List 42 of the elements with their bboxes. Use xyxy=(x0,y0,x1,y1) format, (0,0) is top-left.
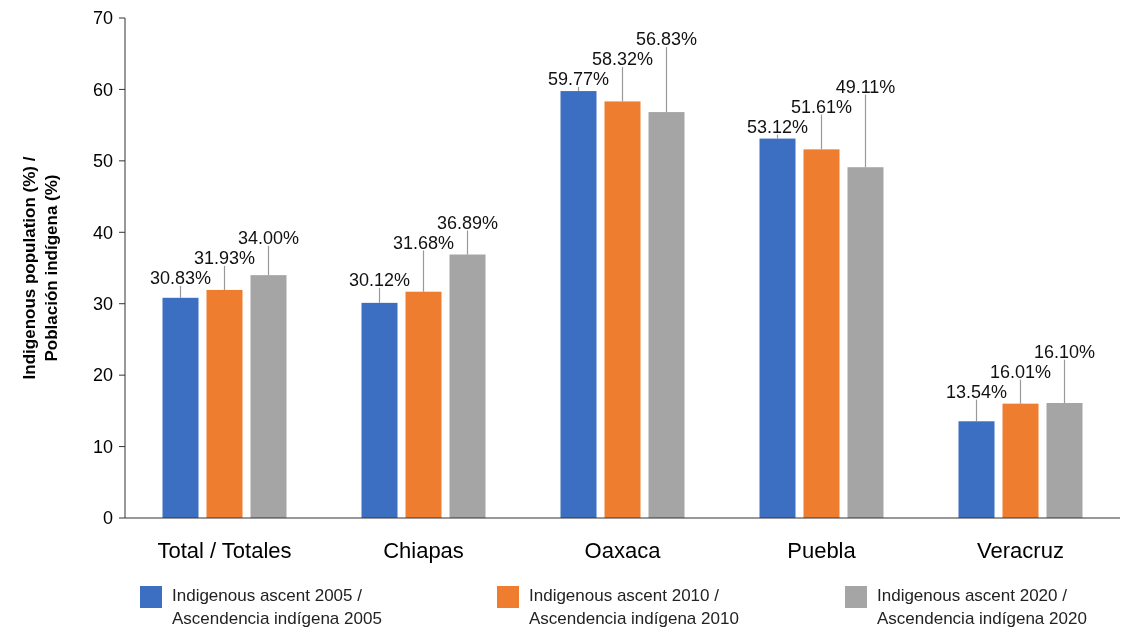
legend-label: Indigenous ascent 2010 / Ascendencia indígena 2010 xyxy=(529,586,739,628)
y-tick-label: 20 xyxy=(92,365,113,386)
bar xyxy=(803,149,840,518)
bar xyxy=(958,421,995,518)
y-tick-label: 40 xyxy=(92,222,113,243)
x-tick-label: Puebla xyxy=(787,538,857,563)
bar xyxy=(361,302,398,518)
data-label: 53.12% xyxy=(746,116,809,137)
data-label: 58.32% xyxy=(591,49,654,70)
data-label: 30.83% xyxy=(149,267,212,288)
data-label: 31.68% xyxy=(392,232,455,253)
legend-label: Indigenous ascent 2020 / Ascendencia indígena 2020 xyxy=(877,586,1087,628)
y-tick-label: 60 xyxy=(92,79,113,100)
data-label: 49.11% xyxy=(835,76,896,97)
data-label: 51.61% xyxy=(790,96,853,117)
data-label: 56.83% xyxy=(635,29,698,50)
y-tick-label: 30 xyxy=(92,294,113,315)
y-tick-label: 70 xyxy=(92,8,113,29)
bar xyxy=(604,101,641,518)
data-label: 16.01% xyxy=(989,361,1052,382)
bar xyxy=(405,291,442,518)
data-label: 30.12% xyxy=(348,269,411,290)
bar xyxy=(759,138,796,518)
y-tick-label: 50 xyxy=(92,151,113,172)
x-tick-label: Chiapas xyxy=(383,538,464,563)
data-label: 16.10% xyxy=(1033,341,1096,362)
x-tick-label: Veracruz xyxy=(977,538,1064,563)
x-tick-label: Total / Totales xyxy=(157,538,292,563)
y-axis-title: Indigenous population (%) / Población indígena (%) xyxy=(20,156,61,380)
x-tick-label: Oaxaca xyxy=(584,538,662,563)
data-label: 34.00% xyxy=(237,227,300,248)
y-tick-label: 10 xyxy=(92,436,113,457)
data-label: 13.54% xyxy=(945,381,1008,402)
bar xyxy=(206,289,243,518)
bar xyxy=(162,297,199,518)
data-label: 59.77% xyxy=(547,69,610,90)
data-label: 31.93% xyxy=(193,247,256,268)
bar xyxy=(560,91,597,518)
legend-label: Indigenous ascent 2005 / Ascendencia indígena 2005 xyxy=(172,586,382,628)
y-tick-label: 0 xyxy=(102,508,113,529)
bar xyxy=(1002,403,1039,518)
data-label: 36.89% xyxy=(436,212,499,233)
